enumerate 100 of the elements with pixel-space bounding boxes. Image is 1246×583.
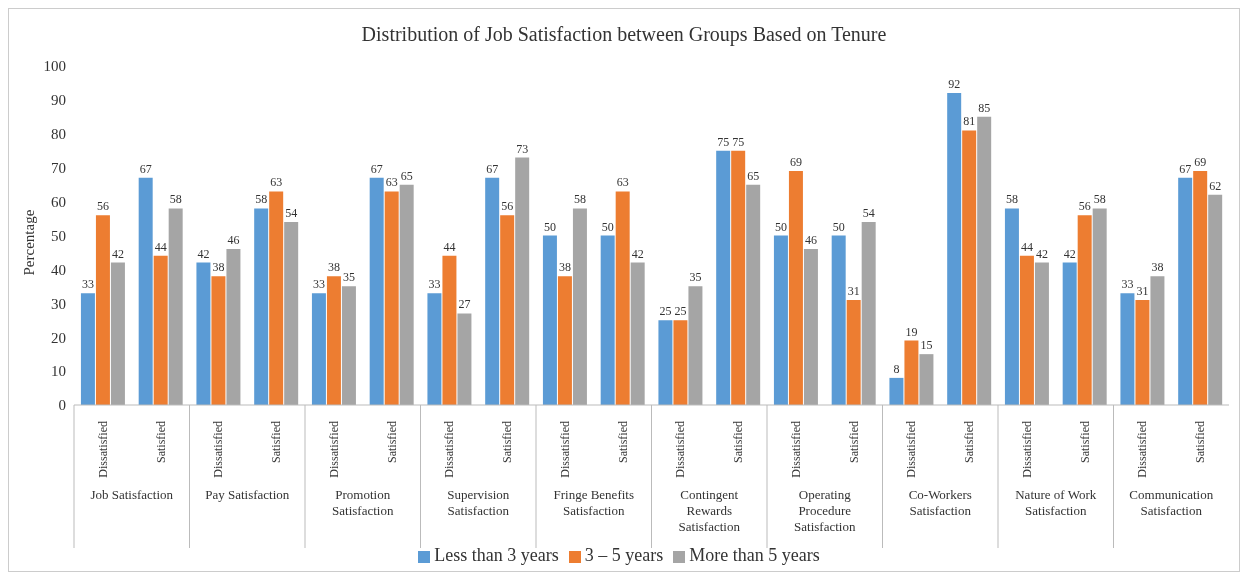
data-label: 62 xyxy=(1209,178,1222,193)
bar xyxy=(326,276,341,405)
data-label: 63 xyxy=(385,175,398,190)
x-tick-label: Satisfied xyxy=(500,421,515,463)
bar xyxy=(731,150,746,405)
x-tick-label: Dissatisfied xyxy=(326,421,341,478)
bar xyxy=(1092,208,1107,405)
data-label: 75 xyxy=(717,134,730,149)
data-label: 42 xyxy=(111,246,124,261)
bar xyxy=(788,171,803,405)
x-tick-label: Satisfied xyxy=(1193,421,1208,463)
data-label: 27 xyxy=(458,297,471,312)
bar xyxy=(947,93,962,405)
bar xyxy=(254,208,269,405)
x-tick-label: Satisfied xyxy=(615,421,630,463)
x-tick-label: Dissatisfied xyxy=(95,421,110,478)
bar xyxy=(615,191,630,405)
bar xyxy=(746,184,761,405)
chart-title: Distribution of Job Satisfaction between Groups Based on Tenure xyxy=(360,23,888,46)
data-label: 58 xyxy=(1005,192,1018,207)
bar xyxy=(110,262,125,405)
data-label: 31 xyxy=(1136,283,1149,298)
data-label: 54 xyxy=(862,205,875,220)
data-label: 73 xyxy=(516,141,529,156)
bar xyxy=(889,377,904,405)
bar xyxy=(226,249,241,405)
y-tick-label: 80 xyxy=(51,126,66,143)
data-label: 69 xyxy=(789,155,802,170)
data-label: 42 xyxy=(197,246,210,261)
legend-label: More than 5 years xyxy=(689,545,820,565)
data-label: 19 xyxy=(905,324,918,339)
bar xyxy=(831,235,846,405)
bar xyxy=(630,262,645,405)
data-label: 56 xyxy=(96,199,109,214)
y-tick-label: 30 xyxy=(51,295,66,312)
data-label: 35 xyxy=(342,270,355,285)
bar xyxy=(168,208,183,405)
y-tick-label: 20 xyxy=(51,329,66,346)
data-label: 38 xyxy=(327,260,340,275)
x-tick-label: Dissatisfied xyxy=(788,421,803,478)
data-label: 50 xyxy=(601,219,614,234)
bar xyxy=(1019,255,1034,405)
bar xyxy=(80,293,95,405)
x-tick-label: Satisfied xyxy=(153,421,168,463)
data-label: 65 xyxy=(747,168,760,183)
bar xyxy=(457,313,472,405)
bar xyxy=(977,116,992,405)
x-tick-label: Satisfied xyxy=(269,421,284,463)
bar xyxy=(557,276,572,405)
data-label: 8 xyxy=(893,361,900,376)
bar xyxy=(500,215,515,405)
bar xyxy=(658,320,673,405)
y-tick-label: 60 xyxy=(51,193,66,210)
bar xyxy=(95,215,110,405)
x-tick-label: Satisfied xyxy=(1077,421,1092,463)
bar xyxy=(442,255,457,405)
bar xyxy=(284,221,299,405)
data-label: 63 xyxy=(616,175,629,190)
bar xyxy=(861,221,876,405)
y-tick-label: 40 xyxy=(51,261,66,278)
bar xyxy=(1178,177,1193,405)
bar xyxy=(542,235,557,405)
x-tick-label: Dissatisfied xyxy=(1135,421,1150,478)
data-label: 54 xyxy=(285,205,298,220)
x-tick-label: Satisfied xyxy=(384,421,399,463)
data-label: 56 xyxy=(501,199,514,214)
text: Co-Workers Satisfaction xyxy=(908,487,972,518)
data-label: 63 xyxy=(270,175,283,190)
bar xyxy=(427,293,442,405)
data-label: 33 xyxy=(312,277,325,292)
data-label: 50 xyxy=(543,219,556,234)
data-label: 81 xyxy=(963,114,976,129)
bar xyxy=(153,255,168,405)
data-label: 42 xyxy=(631,246,644,261)
data-label: 38 xyxy=(558,260,571,275)
x-tick-label: Satisfied xyxy=(962,421,977,463)
bar xyxy=(688,286,703,405)
text: Job Satisfaction xyxy=(90,487,174,502)
data-label: 44 xyxy=(154,239,167,254)
bar xyxy=(515,157,530,405)
data-label: 67 xyxy=(370,161,383,176)
data-label: 56 xyxy=(1078,199,1091,214)
bar xyxy=(196,262,211,405)
bar xyxy=(1034,262,1049,405)
bar xyxy=(341,286,356,405)
text: Promotion Satisfaction xyxy=(332,487,394,518)
data-label: 58 xyxy=(255,192,268,207)
x-tick-label: Dissatisfied xyxy=(673,421,688,478)
bar xyxy=(384,191,399,405)
legend-label: Less than 3 years xyxy=(434,545,559,565)
data-label: 67 xyxy=(1179,161,1192,176)
data-label: 75 xyxy=(732,134,745,149)
text: Operating Procedure Satisfaction xyxy=(794,487,856,534)
bar xyxy=(716,150,731,405)
bar xyxy=(1150,276,1165,405)
bar xyxy=(904,340,919,405)
data-label: 44 xyxy=(443,239,456,254)
x-tick-label: Satisfied xyxy=(731,421,746,463)
bar xyxy=(369,177,384,405)
y-axis-title: Percentage xyxy=(21,209,38,276)
